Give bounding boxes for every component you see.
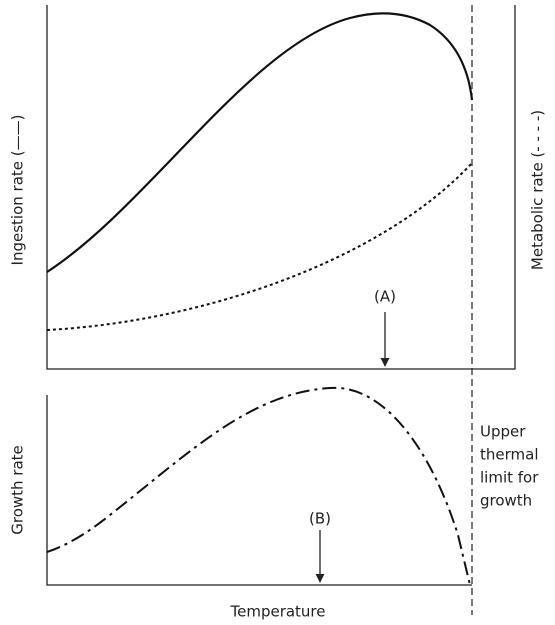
bottom-axes xyxy=(46,395,472,586)
metabolic-curve xyxy=(46,162,473,331)
x-label: Temperature xyxy=(229,603,325,621)
limit-label-line: limit for xyxy=(480,469,539,487)
limit-label-line: thermal xyxy=(480,446,539,464)
ingestion-curve xyxy=(46,12,474,273)
growth-curve xyxy=(46,386,471,586)
top-axes xyxy=(46,5,516,370)
y-label-growth: Growth rate xyxy=(9,445,27,535)
marker-b: (B) xyxy=(309,510,331,528)
y-label-ingestion: Ingestion rate (——) xyxy=(9,115,27,266)
y-label-metabolic: Metabolic rate (- - - -) xyxy=(529,110,547,270)
limit-label-line: Upper xyxy=(480,423,526,441)
limit-label-line: growth xyxy=(480,492,532,510)
marker-a: (A) xyxy=(374,288,396,306)
